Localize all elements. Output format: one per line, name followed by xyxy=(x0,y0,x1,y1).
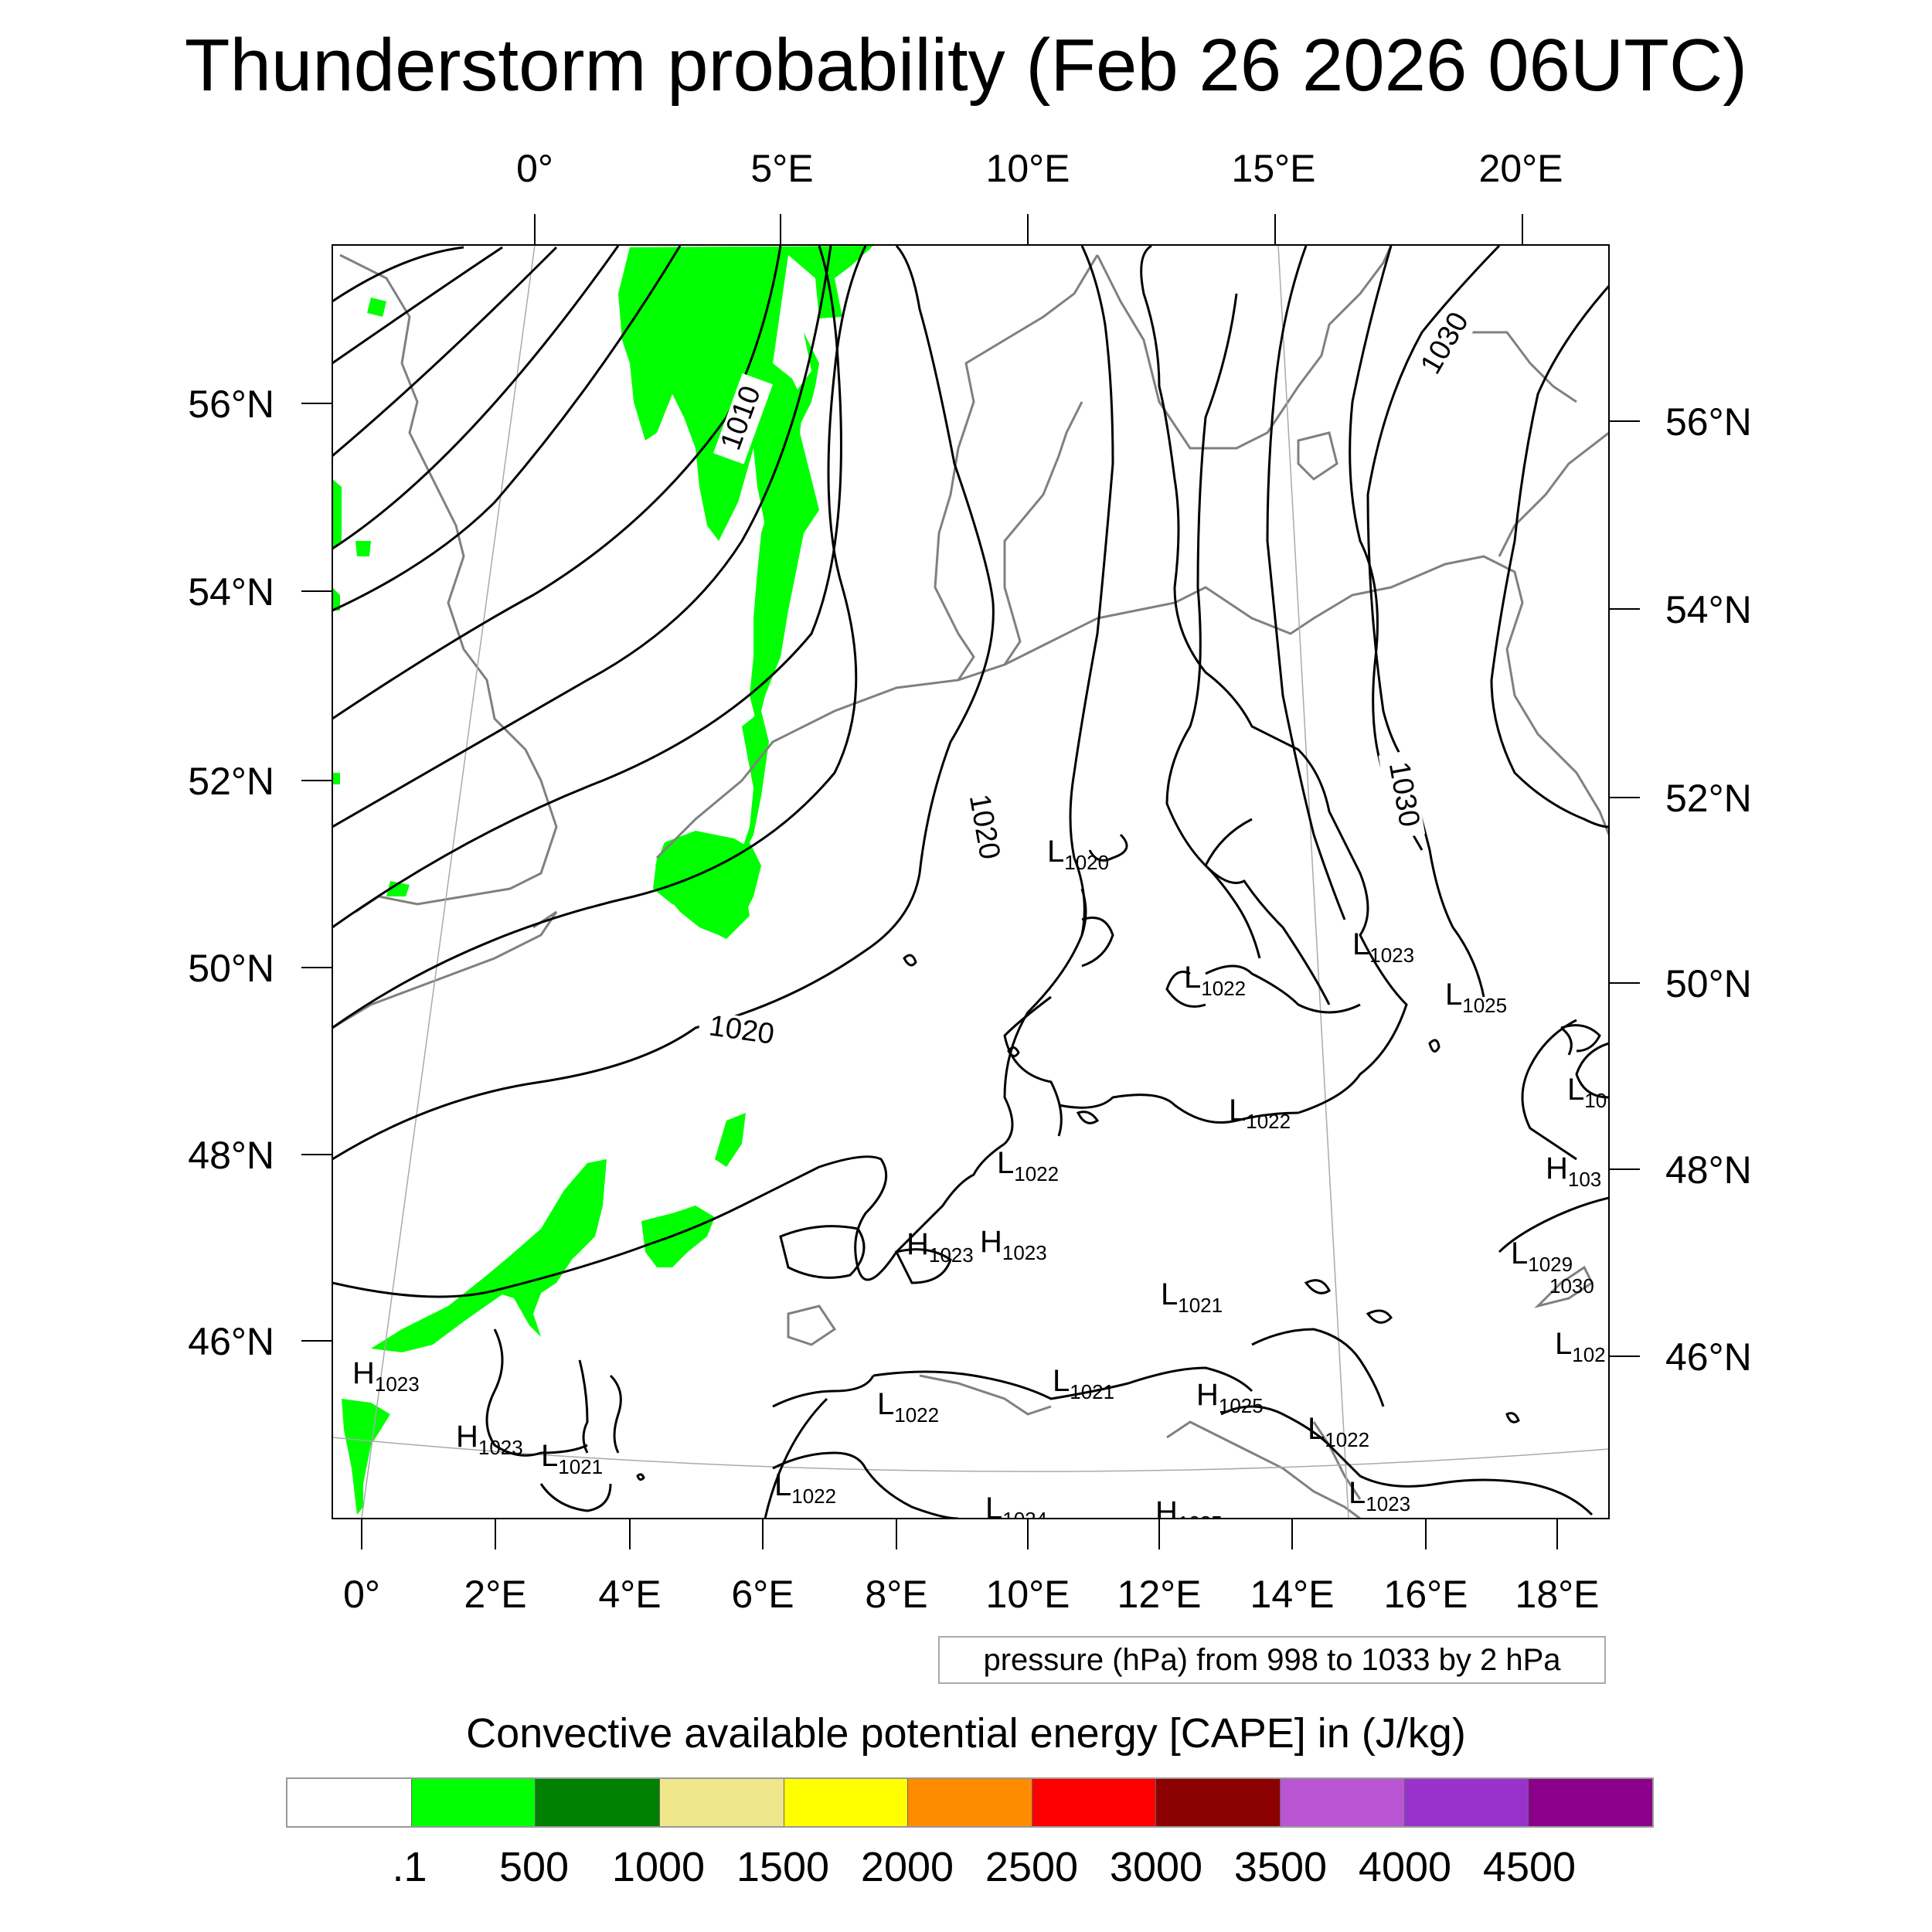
pressure-center: H1023 xyxy=(906,1227,974,1267)
pressure-center: L1022 xyxy=(774,1468,836,1508)
lat-label: 50°N xyxy=(1665,962,1752,1005)
colorbar-labels: .1 500 1000 1500 2000 2500 3000 3500 400… xyxy=(0,1843,1932,1897)
colorbar-label: 1500 xyxy=(736,1844,830,1890)
pressure-center: L1022 xyxy=(1184,961,1246,1000)
colorbar-label: 4000 xyxy=(1358,1844,1452,1890)
colorbar-swatch xyxy=(287,1779,412,1826)
cape-region-switzerland xyxy=(641,1206,715,1267)
lon-label: 20°E xyxy=(1479,147,1563,190)
pressure-center: 1030 xyxy=(1549,1274,1594,1298)
colorbar-swatch xyxy=(1281,1779,1405,1826)
contour-info-box: pressure (hPa) from 998 to 1033 by 2 hPa xyxy=(938,1636,1606,1684)
lat-label: 48°N xyxy=(188,1134,274,1177)
colorbar-label: 2500 xyxy=(985,1844,1079,1890)
colorbar-label: 3000 xyxy=(1109,1844,1203,1890)
lat-label: 50°N xyxy=(188,947,274,990)
cape-colorbar xyxy=(286,1777,1654,1828)
lon-label: 10°E xyxy=(986,147,1070,190)
lon-label: 0° xyxy=(516,147,553,190)
left-lat-labels: 56°N 54°N 52°N 50°N 48°N 46°N xyxy=(188,383,274,1363)
pressure-center: H1023 xyxy=(980,1225,1047,1264)
lat-label: 52°N xyxy=(188,760,274,803)
plot-frame xyxy=(332,244,1610,1519)
pressure-center: L1020 xyxy=(1047,835,1109,874)
map-title: Thunderstorm probability (Feb 26 2026 06… xyxy=(184,24,1748,107)
lat-label: 56°N xyxy=(188,383,274,426)
colorbar-label: 500 xyxy=(498,1844,570,1890)
colorbar-title: Convective available potential energy [C… xyxy=(466,1710,1466,1757)
pressure-center: L1022 xyxy=(877,1387,939,1427)
lat-label: 54°N xyxy=(1665,588,1752,631)
lon-label: 2°E xyxy=(464,1573,526,1616)
colorbar-swatch xyxy=(1156,1779,1281,1826)
pressure-center: L1021 xyxy=(541,1439,603,1478)
cape-region-iberian xyxy=(342,1399,390,1515)
pressure-center: H1025 xyxy=(1155,1495,1223,1535)
colorbar-swatch xyxy=(659,1779,784,1826)
colorbar-label: .1 xyxy=(392,1844,427,1890)
right-lat-labels: 56°N 54°N 52°N 50°N 48°N 46°N xyxy=(1665,400,1752,1379)
pressure-centers: L1020 L1023 L1022 L1025 L10 L1022 H103 L… xyxy=(352,835,1607,1535)
cape-region-central-strip xyxy=(750,363,819,726)
colorbar-swatch xyxy=(784,1779,909,1826)
lon-label: 16°E xyxy=(1384,1573,1468,1616)
pressure-center: L1025 xyxy=(1445,978,1507,1017)
pressure-center: H103 xyxy=(1546,1151,1601,1191)
lon-label: 15°E xyxy=(1232,147,1316,190)
lon-label: 6°E xyxy=(731,1573,794,1616)
colorbar-swatch xyxy=(1529,1779,1653,1826)
pressure-center: L1023 xyxy=(1352,927,1414,967)
pressure-center: L1022 xyxy=(1229,1094,1291,1133)
colorbar-label: 2000 xyxy=(860,1844,954,1890)
lon-label: 8°E xyxy=(865,1573,927,1616)
cape-region-alps-west-b xyxy=(510,1206,587,1298)
lon-label: 18°E xyxy=(1515,1573,1600,1616)
lon-label: 4°E xyxy=(598,1573,661,1616)
pressure-center: H1023 xyxy=(456,1420,523,1459)
graticule xyxy=(332,245,1609,1519)
pressure-center: H1023 xyxy=(352,1356,420,1396)
cape-region-jura xyxy=(715,1113,746,1167)
colorbar-swatch xyxy=(908,1779,1032,1826)
lat-label: 46°N xyxy=(188,1320,274,1363)
isobars xyxy=(332,245,1609,1519)
lat-label: 54°N xyxy=(188,570,274,614)
colorbar-label: 4500 xyxy=(1482,1844,1577,1890)
lat-label: 48°N xyxy=(1665,1148,1752,1192)
pressure-center: L1029 xyxy=(1511,1236,1573,1276)
pressure-center: L1024 xyxy=(985,1492,1047,1531)
pressure-center: L1022 xyxy=(1308,1412,1369,1451)
lat-label: 46°N xyxy=(1665,1335,1752,1379)
colorbar-swatch xyxy=(411,1779,536,1826)
pressure-center: L102 xyxy=(1555,1327,1606,1366)
pressure-center: L1022 xyxy=(997,1146,1059,1185)
lon-label: 14°E xyxy=(1250,1573,1335,1616)
coastlines xyxy=(332,245,1609,1519)
pressure-center: L10 xyxy=(1567,1073,1607,1112)
tick-marks xyxy=(301,214,1640,1549)
lon-label: 12°E xyxy=(1117,1573,1202,1616)
lat-label: 56°N xyxy=(1665,400,1752,444)
lon-label: 5°E xyxy=(750,147,813,190)
lat-label: 52°N xyxy=(1665,777,1752,820)
lon-label: 10°E xyxy=(986,1573,1070,1616)
plot-area: 1010 1020 1020 1030 1030 L1020 L1023 L10… xyxy=(332,245,1609,1535)
lon-label: 0° xyxy=(343,1573,380,1616)
colorbar-swatch xyxy=(1404,1779,1529,1826)
colorbar-label: 3500 xyxy=(1233,1844,1328,1890)
pressure-center: L1021 xyxy=(1053,1364,1114,1403)
pressure-center: L1021 xyxy=(1161,1277,1223,1317)
bottom-lon-labels: 0° 2°E 4°E 6°E 8°E 10°E 12°E 14°E 16°E 1… xyxy=(343,1573,1599,1616)
top-lon-labels: 0° 5°E 10°E 15°E 20°E xyxy=(516,147,1563,190)
colorbar-swatch xyxy=(1032,1779,1157,1826)
pressure-center: H1025 xyxy=(1196,1378,1264,1417)
colorbar-label: 1000 xyxy=(611,1844,706,1890)
colorbar-swatch xyxy=(536,1779,660,1826)
pressure-center: L1023 xyxy=(1349,1476,1410,1515)
